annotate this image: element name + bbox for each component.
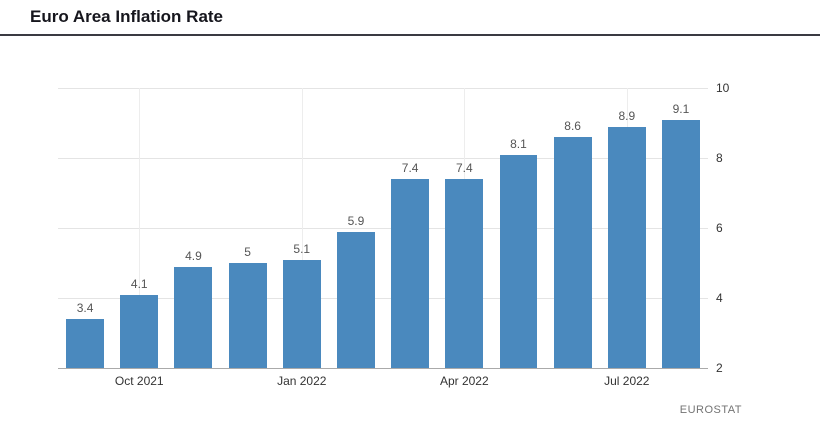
bar-slot: 7.4 (383, 88, 437, 368)
plot-area: 3.4 4.1 4.9 5 5.1 5.9 7.4 7.4 8.1 8.6 8.9 9.1 (58, 88, 708, 369)
bar (228, 263, 267, 368)
bar (445, 179, 484, 368)
x-tick-label (383, 374, 437, 388)
y-tick-label: 8 (716, 151, 723, 165)
bar-value-label: 4.1 (130, 276, 148, 291)
bar-slot: 4.1 (112, 88, 166, 368)
bar-value-label: 3.4 (76, 301, 94, 315)
bar-slot: 4.9 (166, 88, 220, 368)
bar-value-label: 4.9 (185, 248, 202, 263)
bar (282, 259, 321, 368)
bar-slot: 8.1 (491, 88, 545, 368)
horizontal-gridline (58, 88, 708, 89)
bar-value-label: 8.1 (510, 136, 527, 151)
page-title: Euro Area Inflation Rate (30, 7, 224, 26)
bar (607, 126, 646, 368)
x-tick-label (546, 374, 600, 388)
chart-header: Euro Area Inflation Rate (0, 0, 820, 36)
bar-slot: 5 (221, 88, 275, 368)
bars-container: 3.4 4.1 4.9 5 5.1 5.9 7.4 7.4 8.1 8.6 8.9 9.1 (58, 88, 708, 368)
chart-area: 3.4 4.1 4.9 5 5.1 5.9 7.4 7.4 8.1 8.6 8.9 9.1 Oct 2… (0, 36, 820, 434)
bar (174, 266, 213, 368)
bar-value-label: 5 (244, 245, 251, 259)
y-tick-label: 2 (716, 361, 723, 375)
vertical-gridline (301, 88, 303, 368)
horizontal-gridline (58, 228, 708, 229)
x-tick-label (58, 374, 112, 388)
bar (553, 137, 592, 368)
bar-value-label: 8.6 (564, 119, 581, 133)
x-tick-label (491, 374, 545, 388)
bar-slot: 5.9 (329, 88, 383, 368)
bar (66, 319, 105, 368)
horizontal-gridline (58, 298, 708, 299)
bar-slot: 8.6 (546, 88, 600, 368)
bar (336, 231, 375, 368)
bar-value-label: 5.1 (293, 241, 311, 256)
bar-value-label: 8.9 (618, 108, 636, 123)
bar-value-label: 9.1 (672, 101, 690, 116)
vertical-gridline (139, 88, 141, 368)
x-tick-label: Oct 2021 (114, 374, 164, 388)
bar-value-label: 7.4 (401, 161, 419, 175)
bar-slot: 3.4 (58, 88, 112, 368)
bar (662, 119, 700, 368)
bar-slot: 7.4 (437, 88, 491, 368)
bar-value-label: 5.9 (347, 213, 365, 228)
bar-value-label: 7.4 (455, 161, 473, 175)
y-tick-label: 6 (716, 221, 723, 235)
y-tick-label: 10 (716, 81, 730, 95)
x-tick-label: Apr 2022 (439, 374, 489, 388)
bar (391, 179, 430, 368)
x-tick-label (654, 374, 708, 388)
bar (120, 294, 159, 368)
y-tick-label: 4 (716, 291, 723, 305)
bar (499, 154, 538, 368)
x-tick-label (166, 374, 220, 388)
bar-slot: 8.9 (600, 88, 654, 368)
x-axis-labels: Oct 2021 Jan 2022 Apr 2022 Jul 2022 (58, 374, 708, 388)
bar-slot: 5.1 (275, 88, 329, 368)
x-tick-label: Jul 2022 (604, 374, 650, 388)
x-tick-label (221, 374, 275, 388)
x-tick-label: Jan 2022 (277, 374, 327, 388)
horizontal-gridline (58, 158, 708, 159)
source-label: EUROSTAT (679, 404, 742, 416)
x-tick-label (329, 374, 383, 388)
bar-slot: 9.1 (654, 88, 708, 368)
